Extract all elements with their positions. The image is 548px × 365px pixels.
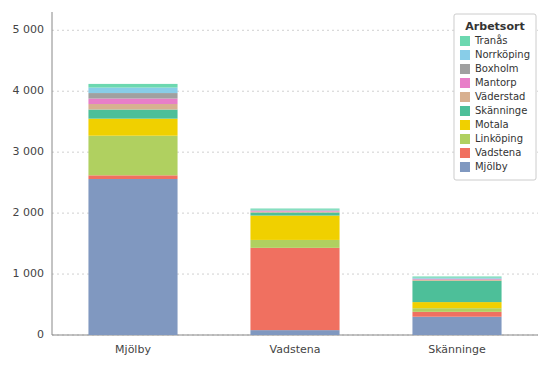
bar-segment <box>412 279 501 281</box>
bar-segment <box>250 209 339 211</box>
y-tick-label: 4 000 <box>13 84 45 97</box>
bar-segment <box>88 119 177 136</box>
x-tick-label: Mjölby <box>115 343 151 356</box>
legend-label: Väderstad <box>475 91 525 102</box>
bar-segment <box>250 209 339 210</box>
bar-segment <box>88 93 177 98</box>
bar-segment <box>412 278 501 280</box>
bar-segment <box>250 213 339 216</box>
legend-label: Linköping <box>475 133 523 144</box>
bar-segment <box>250 211 339 213</box>
legend-swatch <box>460 50 470 60</box>
legend-label: Vadstena <box>475 147 521 158</box>
legend-label: Boxholm <box>475 63 519 74</box>
x-tick-label: Vadstena <box>270 343 321 356</box>
x-axis: Mjölby Vadstena Skänninge <box>115 343 486 356</box>
bars <box>88 84 501 335</box>
legend-swatch <box>460 92 470 102</box>
bar-segment <box>412 277 501 279</box>
bar-segment <box>88 110 177 119</box>
bar-segment <box>412 276 501 277</box>
bar-segment <box>88 136 177 176</box>
bar-segment <box>412 279 501 281</box>
y-tick-label: 3 000 <box>13 145 45 158</box>
x-tick-label: Skänninge <box>428 343 486 356</box>
bar-segment <box>88 88 177 93</box>
legend-swatch <box>460 120 470 130</box>
bar-segment <box>250 330 339 335</box>
legend-label: Motala <box>475 119 509 130</box>
legend-swatch <box>460 134 470 144</box>
bar-segment <box>88 175 177 179</box>
y-axis: 0 1 000 2 000 3 000 4 000 5 000 <box>13 12 539 341</box>
bar-segment <box>250 210 339 212</box>
legend-swatch <box>460 36 470 46</box>
y-tick-label: 5 000 <box>13 23 45 36</box>
legend-swatch <box>460 64 470 74</box>
bar-segment <box>88 99 177 104</box>
bar-segment <box>88 104 177 109</box>
bar-segment <box>88 84 177 88</box>
chart: 0 1 000 2 000 3 000 4 000 5 000 Mjölby Vadstena… <box>0 0 548 365</box>
legend-swatch <box>460 78 470 88</box>
legend-swatch <box>460 162 470 172</box>
legend-label: Skänninge <box>475 105 527 116</box>
legend-label: Mjölby <box>475 161 508 172</box>
bar-segment <box>250 248 339 330</box>
legend-label: Mantorp <box>475 77 517 88</box>
legend-frame <box>454 14 536 180</box>
bar-segment <box>412 302 501 308</box>
bar-segment <box>250 240 339 248</box>
legend-title: Arbetsort <box>465 20 524 33</box>
y-tick-label: 2 000 <box>13 206 45 219</box>
bar-segment <box>250 210 339 212</box>
y-tick-label: 0 <box>37 328 44 341</box>
legend-swatch <box>460 148 470 158</box>
legend: ArbetsortTranås Norrköping Boxholm Mantorp V… <box>454 14 536 180</box>
bar-segment <box>88 179 177 335</box>
bar-segment <box>412 308 501 312</box>
legend-label: Norrköping <box>475 49 530 60</box>
bar-segment <box>412 317 501 335</box>
legend-label: Tranås <box>474 34 508 46</box>
bar-segment <box>250 216 339 240</box>
y-tick-label: 1 000 <box>13 267 45 280</box>
bar-segment <box>412 281 501 302</box>
y-axis-line <box>52 12 53 335</box>
legend-swatch <box>460 106 470 116</box>
bar-segment <box>412 312 501 317</box>
